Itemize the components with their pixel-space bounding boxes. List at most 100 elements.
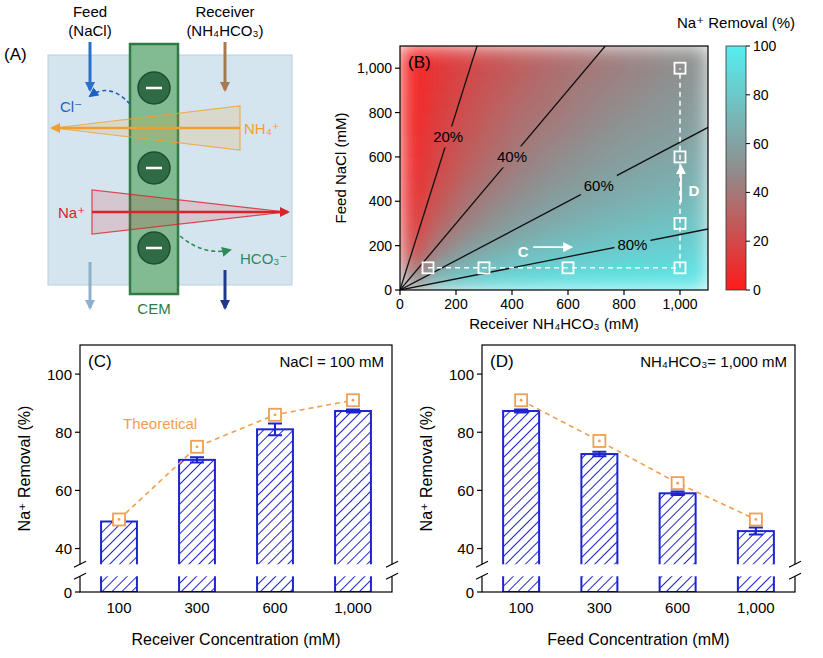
- heatmap-cell: [596, 135, 625, 158]
- sweep-arrow: [680, 166, 682, 202]
- x-tick: [679, 290, 680, 295]
- heatmap-cell: [680, 113, 708, 136]
- heatmap-cell: [596, 46, 625, 69]
- heatmap-cell: [512, 179, 541, 202]
- plot-area: [101, 394, 371, 592]
- y-tick-label: 100: [449, 366, 474, 383]
- y-tick: [75, 548, 80, 549]
- y-tick-label: 200: [369, 238, 393, 254]
- heatmap-cell: [512, 113, 541, 136]
- heatmap-cell: [680, 268, 708, 290]
- axis-break-mark: [789, 561, 801, 567]
- colorbar-tick: [746, 241, 750, 242]
- contour-label: 40%: [497, 148, 527, 165]
- series-marker: [191, 441, 203, 453]
- error-bar: [749, 528, 763, 535]
- fixed-charge: [138, 232, 170, 264]
- heatmap-cell: [428, 246, 457, 269]
- axis-break-gap: [72, 564, 400, 576]
- colorbar-tick-label: 40: [753, 184, 769, 200]
- x-tick-label: 600: [556, 296, 580, 312]
- sodium-arrow: [92, 211, 288, 214]
- contour-line: [400, 46, 605, 290]
- heatmap-cell: [428, 68, 457, 91]
- x-tick-label: 100: [106, 599, 131, 616]
- y-tick: [75, 373, 80, 374]
- heatmap-cell: [512, 46, 541, 69]
- heatmap-cell: [540, 179, 569, 202]
- plot-frame: [80, 345, 392, 592]
- heatmap-cell: [652, 246, 681, 269]
- heatmap-cell: [456, 157, 485, 180]
- y-tick: [75, 591, 80, 592]
- heatmap-cell: [540, 223, 569, 246]
- x-tick-label: 300: [587, 599, 612, 616]
- heatmap-cell: [624, 135, 653, 158]
- colorbar-tick: [746, 143, 750, 144]
- series-line: [521, 400, 756, 519]
- heatmap-cell: [456, 268, 485, 290]
- y-tick-label: 60: [457, 482, 474, 499]
- series-marker: [672, 477, 684, 489]
- heatmap-cell: [512, 268, 541, 290]
- heatmap-cell: [456, 223, 485, 246]
- heatmap-cell: [624, 113, 653, 136]
- heatmap-cell: [652, 113, 681, 136]
- heatmap-cell: [568, 268, 597, 290]
- heatmap-cell: [652, 90, 681, 113]
- heatmap-cell: [568, 201, 597, 224]
- heatmap-cell: [540, 68, 569, 91]
- bicarbonate-repulsion: [180, 236, 230, 251]
- heatmap-cell: [680, 157, 708, 180]
- heatmap-cell: [456, 246, 485, 269]
- axis-break-mark: [476, 561, 488, 567]
- heatmap-cell: [624, 268, 653, 290]
- experiment-marker: [479, 262, 490, 273]
- receiver-inflow: [224, 42, 227, 90]
- receiver-label: Receiver: [195, 3, 254, 20]
- heatmap-cell: [484, 46, 513, 69]
- receiver-solution-label: (NH₄HCO₃): [186, 22, 263, 39]
- colorbar-tick-label: 80: [753, 87, 769, 103]
- heatmap-cell: [680, 46, 708, 69]
- sweep-arrow: [533, 246, 571, 248]
- series-marker-center: [754, 518, 757, 521]
- heatmap-cell: [484, 246, 513, 269]
- heatmap-cell: [596, 113, 625, 136]
- colorbar: [726, 46, 746, 290]
- y-tick: [395, 112, 400, 113]
- y-tick-label: 80: [55, 424, 72, 441]
- contour-line: [400, 46, 477, 290]
- y-tick: [477, 432, 482, 433]
- panel-label: (D): [490, 352, 514, 371]
- y-tick-label: 0: [64, 584, 72, 601]
- y-tick-label: 0: [466, 584, 474, 601]
- heatmap-cell: [428, 179, 457, 202]
- experiment-marker: [675, 262, 686, 273]
- panel-label: (C): [88, 352, 112, 371]
- heatmap-cell: [568, 135, 597, 158]
- heatmap-cell: [568, 46, 597, 69]
- y-tick: [477, 490, 482, 491]
- heatmap-cell: [456, 201, 485, 224]
- heatmap-cell: [428, 46, 457, 69]
- colorbar-tick: [746, 192, 750, 193]
- feed-label: Feed: [73, 3, 107, 20]
- bar: [101, 522, 137, 592]
- heatmap-cell: [540, 46, 569, 69]
- heatmap-cell: [400, 135, 429, 158]
- heatmap-cell: [624, 157, 653, 180]
- y-tick-label: 40: [55, 540, 72, 557]
- y-axis-title: Feed NaCl (mM): [332, 113, 349, 224]
- x-tick-label: 600: [665, 599, 690, 616]
- series-line: [119, 400, 353, 519]
- y-tick: [477, 373, 482, 374]
- heatmap-cell: [568, 113, 597, 136]
- y-tick-label: 0: [384, 282, 392, 298]
- figure: (A)Feed(NaCl)Receiver(NH₄HCO₃)CEMCl⁻NH₄⁺…: [0, 0, 823, 658]
- error-bar: [190, 457, 204, 462]
- heatmap-cell: [652, 201, 681, 224]
- y-tick-label: 60: [55, 482, 72, 499]
- y-tick: [75, 490, 80, 491]
- experiment-marker: [423, 262, 434, 273]
